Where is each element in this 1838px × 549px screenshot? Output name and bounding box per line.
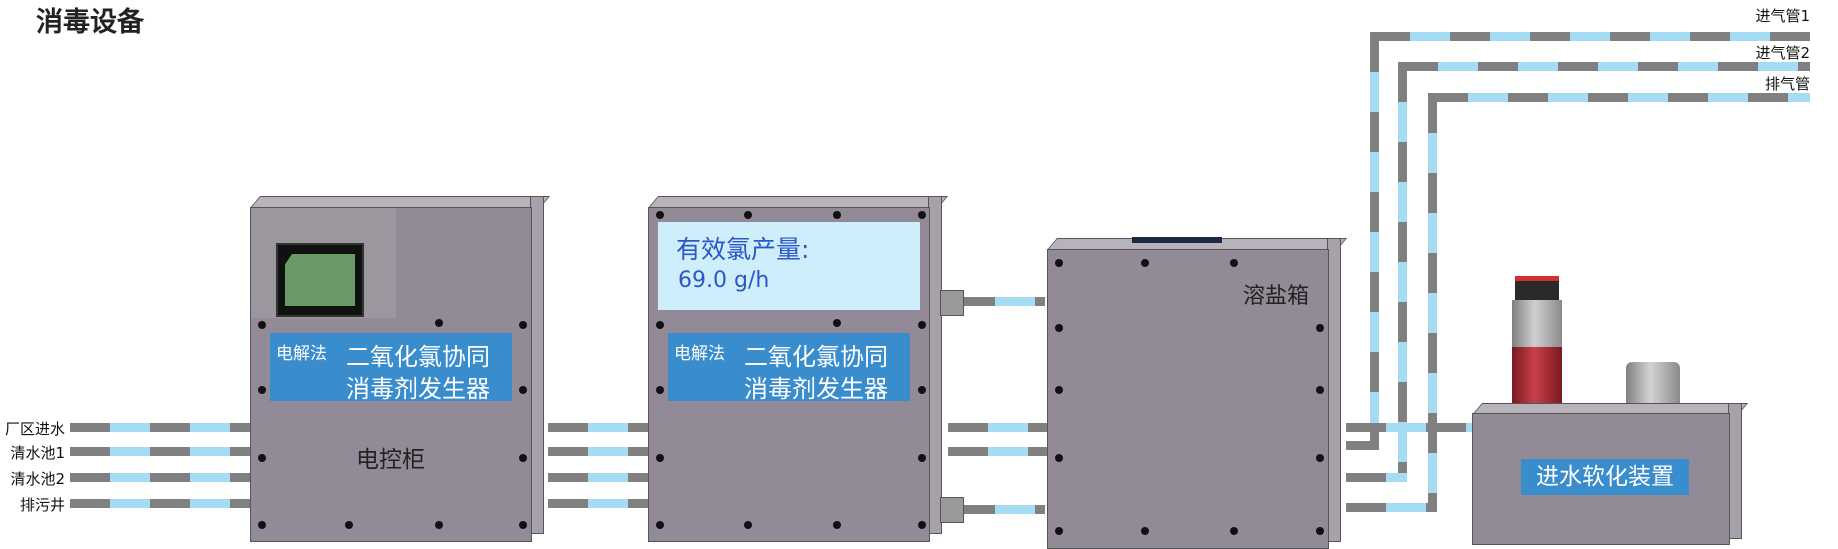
tank-side [1327, 238, 1341, 542]
bolt [918, 454, 926, 462]
bolt [519, 386, 527, 394]
bolt [258, 386, 266, 394]
bolt [744, 521, 752, 529]
bolt [656, 386, 664, 394]
bolt [1316, 454, 1324, 462]
cabinet-name: 电控柜 [356, 447, 425, 473]
bolt [258, 321, 266, 329]
bolt [519, 454, 527, 462]
bolt [1055, 259, 1063, 267]
bolt [744, 211, 752, 219]
tank-lid-handle [1132, 237, 1222, 243]
inlet-pipe-sewage-well [70, 499, 250, 508]
generator-label-panel: 电解法 二氧化氯协同 消毒剂发生器 [668, 333, 910, 403]
tank-name: 溶盐箱 [1243, 284, 1310, 309]
cabinet-side [530, 196, 544, 534]
bolt [918, 521, 926, 529]
bolt [833, 319, 841, 327]
bolt [918, 386, 926, 394]
cabinet-method-tag: 电解法 [276, 344, 327, 364]
gas-riser-2 [1398, 62, 1407, 482]
gas-pipe-exhaust [1428, 93, 1810, 102]
output-readout-screen: 有效氯产量: 69.0 g/h [658, 222, 920, 310]
cabinet-device-name-2: 消毒剂发生器 [346, 375, 490, 403]
bolt [656, 211, 664, 219]
link-pipe-6 [948, 447, 1048, 456]
page-title: 消毒设备 [36, 7, 144, 38]
hmi-display-icon [285, 254, 355, 306]
gas-riser-1 [1370, 32, 1379, 450]
lower-nozzle [940, 497, 964, 523]
hmi-screen[interactable] [276, 243, 364, 317]
gas-branch-1 [1346, 441, 1379, 450]
gas-label-exhaust: 排气管 [1764, 75, 1810, 93]
bolt [345, 521, 353, 529]
bolt [258, 454, 266, 462]
softener-tank-cap [1515, 276, 1559, 300]
link-pipe-2 [548, 447, 648, 456]
gas-branch-3 [1346, 503, 1437, 512]
generator-method-tag: 电解法 [674, 344, 725, 364]
inlet-label-clear-pool-2: 清水池2 [10, 470, 65, 488]
generator-side [928, 196, 942, 534]
gas-branch-2 [1346, 473, 1407, 482]
softener-feed-pipe [1346, 423, 1476, 432]
softener-side [1728, 403, 1742, 539]
bolt [519, 321, 527, 329]
softener-name: 进水软化装置 [1521, 459, 1689, 495]
link-pipe-1 [548, 423, 648, 432]
generator-device-name-2: 消毒剂发生器 [744, 375, 888, 403]
inlet-pipe-plant-water [70, 423, 250, 432]
tank-body [1047, 249, 1329, 549]
bolt [1055, 386, 1063, 394]
bolt [435, 319, 443, 327]
cabinet-device-name-1: 二氧化氯协同 [346, 343, 490, 371]
bolt [1230, 259, 1238, 267]
bolt [918, 321, 926, 329]
softener-tank-upper [1512, 300, 1562, 347]
bolt [656, 454, 664, 462]
inlet-pipe-clear-pool-2 [70, 473, 250, 482]
gas-label-inlet-1: 进气管1 [1755, 7, 1810, 25]
bolt [1316, 386, 1324, 394]
link-pipe-3 [548, 473, 648, 482]
gas-label-inlet-2: 进气管2 [1755, 44, 1810, 62]
gas-pipe-inlet-1 [1370, 32, 1810, 41]
cabinet-label-panel: 电解法 二氧化氯协同 消毒剂发生器 [270, 333, 512, 403]
inlet-label-sewage-well: 排污井 [19, 496, 65, 514]
readout-title: 有效氯产量: [676, 235, 810, 264]
upper-nozzle [940, 290, 964, 316]
upper-connector-pipe [955, 297, 1045, 306]
bolt [833, 211, 841, 219]
bolt [435, 521, 443, 529]
bolt [918, 211, 926, 219]
lower-connector-pipe [955, 505, 1045, 514]
bolt [1055, 527, 1063, 535]
bolt [1230, 527, 1238, 535]
generator-device-name-1: 二氧化氯协同 [744, 343, 888, 371]
bolt [1141, 527, 1149, 535]
bolt [1055, 454, 1063, 462]
readout-value: 69.0 g/h [678, 268, 770, 293]
bolt [1316, 527, 1324, 535]
inlet-label-plant-water: 厂区进水 [4, 420, 65, 438]
bolt [1055, 324, 1063, 332]
inlet-label-clear-pool-1: 清水池1 [10, 444, 65, 462]
bolt [1141, 259, 1149, 267]
gas-riser-3 [1428, 93, 1437, 511]
inlet-pipe-clear-pool-1 [70, 447, 250, 456]
link-pipe-4 [548, 499, 648, 508]
bolt [656, 321, 664, 329]
bolt [519, 521, 527, 529]
bolt [656, 521, 664, 529]
bolt [833, 521, 841, 529]
link-pipe-5 [948, 423, 1048, 432]
bolt [1316, 324, 1324, 332]
bolt [258, 521, 266, 529]
gas-pipe-inlet-2 [1398, 62, 1810, 71]
